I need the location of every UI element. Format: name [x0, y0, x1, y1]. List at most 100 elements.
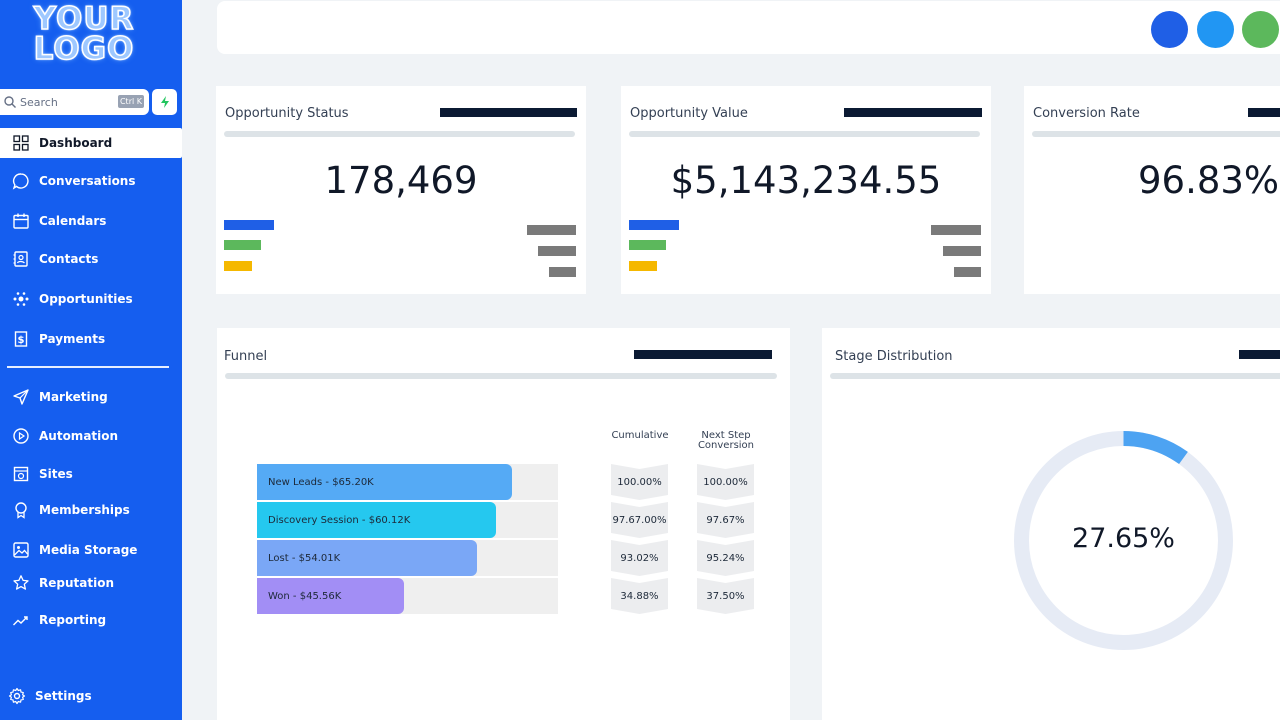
- website-icon: [11, 464, 31, 484]
- sidebar-item-label: Opportunities: [39, 292, 133, 306]
- funnel-bar-won[interactable]: Won - $45.56K: [257, 578, 404, 614]
- next-step-value: 100.00%: [697, 464, 754, 500]
- sidebar-item-contacts[interactable]: Contacts: [0, 244, 182, 274]
- sidebar-item-label: Automation: [39, 429, 119, 443]
- sidebar-item-settings[interactable]: Settings: [0, 681, 178, 711]
- sidebar-item-payments[interactable]: $ Payments: [0, 324, 182, 354]
- header-bar: [844, 108, 982, 117]
- sidebar: YOUR LOGO Ctrl K Dashboard Conversations…: [0, 0, 182, 720]
- avatar-light-blue[interactable]: [1197, 11, 1234, 48]
- next-step-value: 95.24%: [697, 540, 754, 576]
- badge-icon: [11, 500, 31, 520]
- sidebar-item-automation[interactable]: Automation: [0, 421, 182, 451]
- funnel-bar-lost[interactable]: Lost - $54.01K: [257, 540, 477, 576]
- contact-book-icon: [11, 249, 31, 269]
- avatar-green[interactable]: [1242, 11, 1279, 48]
- trend-line-icon: [11, 610, 31, 630]
- sidebar-item-label: Reporting: [39, 613, 107, 627]
- sidebar-item-memberships[interactable]: Memberships: [0, 495, 182, 525]
- sidebar-item-label: Reputation: [39, 576, 114, 590]
- sidebar-item-reporting[interactable]: Reporting: [0, 605, 182, 635]
- sidebar-item-label: Contacts: [39, 252, 99, 266]
- funnel-bar-discovery-session[interactable]: Discovery Session - $60.12K: [257, 502, 496, 538]
- legend-value-bar: [538, 246, 576, 256]
- cumulative-value: 34.88%: [611, 578, 668, 614]
- card-title: Opportunity Value: [630, 106, 748, 121]
- sidebar-item-calendars[interactable]: Calendars: [0, 206, 182, 236]
- header-bar: [634, 350, 772, 359]
- next-step-value: 37.50%: [697, 578, 754, 614]
- next-step-header: Next Step Conversion: [697, 430, 755, 451]
- card-divider: [225, 373, 777, 379]
- card-title: Funnel: [224, 349, 268, 364]
- sidebar-item-reputation[interactable]: Reputation: [0, 568, 182, 598]
- donut-center-value: 27.65%: [1072, 523, 1175, 554]
- header-bar: [1248, 108, 1280, 117]
- stage-donut-chart: [1014, 431, 1233, 650]
- sidebar-item-opportunities[interactable]: Opportunities: [0, 284, 182, 314]
- cumulative-value: 97.67.00%: [611, 502, 668, 538]
- image-icon: [11, 540, 31, 560]
- logo[interactable]: YOUR LOGO: [24, 1, 144, 68]
- search-shortcut-badge: Ctrl K: [117, 95, 144, 108]
- donut-progress-arc: [1014, 431, 1233, 650]
- metric-value: 178,469: [324, 159, 478, 202]
- sidebar-item-label: Conversations: [39, 174, 136, 188]
- cumulative-value: 93.02%: [611, 540, 668, 576]
- cumulative-value: 100.00%: [611, 464, 668, 500]
- metric-value: $5,143,234.55: [670, 159, 942, 202]
- legend-value-bar: [549, 267, 576, 277]
- legend-value-bar: [527, 225, 576, 235]
- gear-icon: [7, 686, 27, 706]
- search-input[interactable]: [20, 95, 110, 109]
- card-divider: [1032, 131, 1280, 137]
- legend-swatch-green: [629, 240, 666, 250]
- sidebar-item-label: Calendars: [39, 214, 107, 228]
- conversion-rate-card: Conversion Rate 96.83%: [1024, 86, 1280, 294]
- funnel-bar-new-leads[interactable]: New Leads - $65.20K: [257, 464, 512, 500]
- sidebar-item-label: Payments: [39, 332, 106, 346]
- play-circle-icon: [11, 426, 31, 446]
- sidebar-item-dashboard[interactable]: Dashboard: [0, 128, 182, 158]
- svg-text:$: $: [18, 335, 25, 346]
- card-divider: [224, 131, 575, 137]
- sidebar-item-conversations[interactable]: Conversations: [0, 166, 182, 196]
- network-icon: [11, 289, 31, 309]
- next-step-value: 97.67%: [697, 502, 754, 538]
- sidebar-item-label: Settings: [35, 689, 92, 703]
- stage-distribution-card: Stage Distribution: [822, 328, 1280, 720]
- dollar-receipt-icon: $: [11, 329, 31, 349]
- calendar-icon: [11, 211, 31, 231]
- header-bar: [1239, 350, 1280, 359]
- sidebar-item-label: Marketing: [39, 390, 108, 404]
- sidebar-item-sites[interactable]: Sites: [0, 459, 182, 489]
- top-bar: [217, 1, 1280, 54]
- paper-plane-icon: [11, 387, 31, 407]
- legend-value-bar: [931, 225, 981, 235]
- opportunity-status-card: Opportunity Status 178,469: [216, 86, 586, 294]
- header-bar: [440, 108, 577, 117]
- card-divider: [629, 131, 980, 137]
- grid-icon: [11, 133, 31, 153]
- search-icon: [4, 96, 16, 108]
- legend-value-bar: [943, 246, 981, 256]
- quick-action-button[interactable]: [152, 89, 177, 115]
- legend-swatch-yellow: [224, 261, 252, 271]
- logo-line-1: YOUR: [33, 1, 135, 37]
- sidebar-divider: [7, 366, 169, 368]
- logo-line-2: LOGO: [33, 31, 135, 67]
- sidebar-item-media-storage[interactable]: Media Storage: [0, 535, 182, 565]
- chat-bubble-icon: [11, 171, 31, 191]
- lightning-icon: [160, 96, 169, 108]
- opportunity-value-card: Opportunity Value $5,143,234.55: [621, 86, 991, 294]
- sidebar-item-label: Memberships: [39, 503, 130, 517]
- card-title: Conversion Rate: [1033, 106, 1140, 121]
- cumulative-header: Cumulative: [611, 430, 669, 441]
- legend-value-bar: [954, 267, 981, 277]
- card-title: Opportunity Status: [225, 106, 349, 121]
- avatar-blue[interactable]: [1151, 11, 1188, 48]
- star-icon: [11, 573, 31, 593]
- metric-value: 96.83%: [1138, 159, 1280, 202]
- sidebar-item-marketing[interactable]: Marketing: [0, 382, 182, 412]
- legend-swatch-blue: [224, 220, 274, 230]
